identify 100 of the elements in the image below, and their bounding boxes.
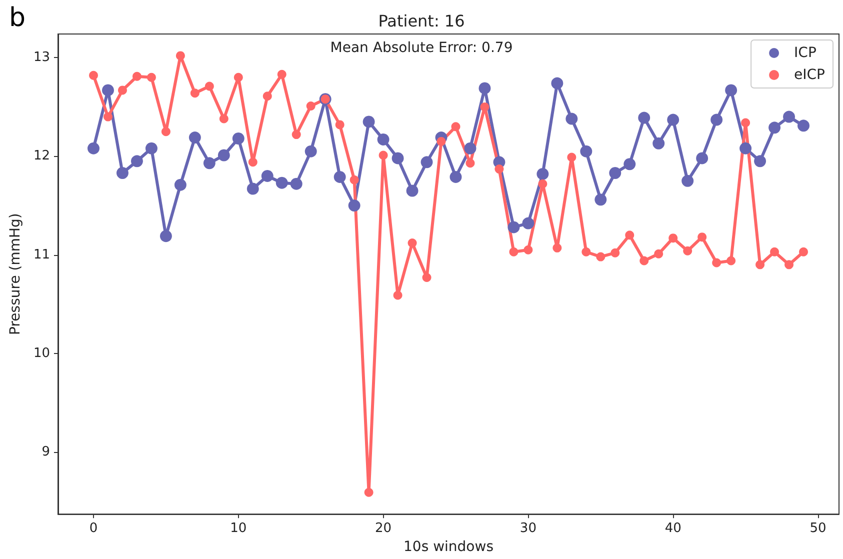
point <box>364 488 374 497</box>
point <box>464 142 476 154</box>
point <box>219 114 228 124</box>
point <box>509 247 518 256</box>
point <box>392 152 404 164</box>
point <box>799 247 808 256</box>
point <box>292 130 301 140</box>
x-tick-label: 0 <box>89 521 98 536</box>
x-tick-label: 40 <box>664 521 682 536</box>
point <box>88 142 100 154</box>
point <box>480 102 490 112</box>
point <box>277 70 286 79</box>
point <box>756 260 765 270</box>
point <box>783 110 796 123</box>
x-tick-label: 20 <box>375 521 392 536</box>
point <box>132 72 142 81</box>
point <box>422 273 432 282</box>
point <box>683 246 692 256</box>
point <box>377 133 390 146</box>
point <box>232 132 244 144</box>
point <box>378 150 388 160</box>
point <box>754 155 766 168</box>
point <box>538 179 548 188</box>
x-tick-label: 50 <box>810 521 826 536</box>
point <box>624 158 636 170</box>
point <box>582 247 591 256</box>
point <box>393 290 402 300</box>
point <box>726 256 736 266</box>
point <box>204 82 214 91</box>
point <box>609 167 622 179</box>
point <box>640 256 649 266</box>
point <box>741 118 750 128</box>
point <box>524 245 533 254</box>
point <box>290 178 302 190</box>
point <box>420 156 433 168</box>
y-tick-label: 10 <box>33 346 50 361</box>
point <box>190 88 200 98</box>
point <box>335 120 344 130</box>
point <box>116 167 128 179</box>
point <box>594 194 607 206</box>
point <box>262 92 272 101</box>
point <box>451 122 460 132</box>
point <box>218 149 230 162</box>
point <box>118 86 127 95</box>
point <box>362 116 375 128</box>
point <box>552 243 562 252</box>
point <box>682 174 694 187</box>
point <box>176 51 185 60</box>
y-axis-title: Pressure (mmHg) <box>8 213 24 335</box>
point <box>104 112 112 122</box>
legend-label: eICP <box>794 67 826 83</box>
point <box>610 248 620 258</box>
point <box>130 155 143 168</box>
x-tick-label: 30 <box>520 521 536 536</box>
point <box>710 114 723 126</box>
point <box>784 260 794 270</box>
point <box>102 84 114 96</box>
point <box>466 158 475 168</box>
point <box>536 168 549 180</box>
point <box>667 114 680 126</box>
text: b <box>9 3 26 33</box>
y-tick-label: 9 <box>42 444 50 460</box>
point <box>654 249 664 258</box>
legend-label: ICP <box>794 45 816 61</box>
chart-subtitle: Mean Absolute Error: 0.79 <box>330 40 513 56</box>
point <box>89 70 98 80</box>
point <box>580 145 592 158</box>
point <box>478 82 491 94</box>
point <box>276 176 288 189</box>
point <box>625 230 634 240</box>
point <box>508 221 520 234</box>
point <box>248 158 258 167</box>
point <box>146 72 156 82</box>
point <box>596 252 606 262</box>
point <box>770 247 780 256</box>
point <box>145 142 158 154</box>
x-axis-title: 10s windows <box>404 539 494 555</box>
point <box>712 258 722 268</box>
point <box>768 122 781 134</box>
point <box>698 232 707 242</box>
point <box>522 217 534 230</box>
x-tick-label: 10 <box>230 521 247 536</box>
point <box>188 132 201 144</box>
point <box>638 112 650 124</box>
point <box>261 170 274 182</box>
point <box>203 157 216 170</box>
point <box>551 77 564 90</box>
point <box>725 84 738 96</box>
point <box>696 152 708 164</box>
point <box>406 184 418 197</box>
point <box>494 164 504 174</box>
chart-title: Patient: 16 <box>378 12 465 30</box>
y-tick-label: 13 <box>33 50 50 66</box>
point <box>160 230 172 242</box>
point <box>408 238 417 248</box>
point <box>246 182 259 195</box>
y-tick-label: 11 <box>33 247 50 262</box>
point <box>567 152 576 162</box>
point <box>450 170 462 183</box>
point <box>740 142 752 154</box>
